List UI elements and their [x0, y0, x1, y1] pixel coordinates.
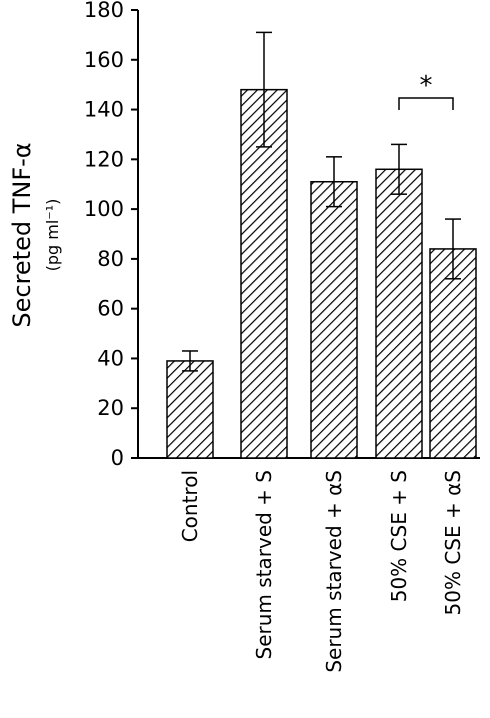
y-tick-label: 20: [97, 396, 124, 420]
x-tick-labels: Control Serum starved + S Serum starved + …: [178, 470, 465, 673]
bars: [166, 88, 477, 459]
error-bars: [182, 31, 461, 372]
bar: [166, 360, 214, 459]
y-ticks: 0 20 40 60 80 100 120 140 160 180: [84, 0, 138, 470]
x-tick-label: Serum starved + S: [252, 470, 276, 659]
bar: [310, 180, 358, 459]
y-tick-label: 140: [84, 98, 124, 122]
y-axis-label: Secreted TNF-α: [8, 142, 36, 327]
bar: [375, 168, 423, 459]
significance-annotations: *: [398, 71, 454, 110]
bar: [429, 248, 477, 459]
y-axis-title: Secreted TNF-α (pg ml⁻¹): [8, 142, 62, 327]
y-tick-label: 0: [111, 446, 124, 470]
y-tick-label: 80: [97, 247, 124, 271]
y-tick-label: 180: [84, 0, 124, 22]
y-tick-label: 60: [97, 297, 124, 321]
y-tick-label: 160: [84, 48, 124, 72]
x-tick-label: 50% CSE + αS: [441, 470, 465, 615]
significance-bracket: [398, 97, 454, 110]
significance-marker: *: [420, 71, 433, 101]
y-tick-label: 100: [84, 197, 124, 221]
y-tick-label: 120: [84, 147, 124, 171]
x-tick-label: 50% CSE + S: [387, 470, 411, 602]
y-tick-label: 40: [97, 346, 124, 370]
x-tick-label: Control: [178, 470, 202, 542]
y-axis-unit-label: (pg ml⁻¹): [43, 199, 62, 272]
x-tick-label: Serum starved + αS: [322, 470, 346, 673]
bar: [240, 88, 288, 459]
